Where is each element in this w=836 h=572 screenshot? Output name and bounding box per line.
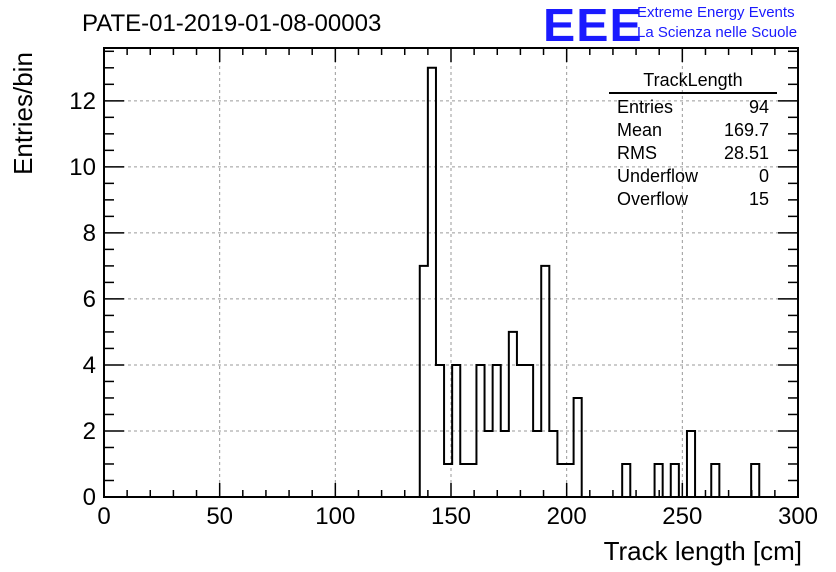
stats-row-rms: RMS 28.51 (609, 142, 777, 165)
x-tick-label: 300 (778, 503, 818, 530)
stats-label: Underflow (617, 166, 699, 186)
stats-label: Overflow (617, 189, 689, 209)
grid-lines (104, 48, 798, 497)
stats-row-underflow: Underflow 0 (609, 165, 777, 188)
x-tick-label: 250 (662, 503, 702, 530)
x-tick-label: 150 (431, 503, 471, 530)
y-tick-label: 0 (83, 484, 96, 511)
stats-value: 0 (758, 166, 769, 186)
logo-line-2: La Scienza nelle Scuole (637, 24, 798, 41)
eee-logo: EEE (543, 0, 643, 51)
y-tick-label: 2 (83, 418, 96, 445)
x-tick-label: 100 (315, 503, 355, 530)
histogram-bin (750, 462, 761, 497)
stats-value: 15 (748, 189, 769, 209)
x-tick-label: 200 (547, 503, 587, 530)
stats-label: Mean (617, 120, 663, 140)
stats-label: RMS (617, 143, 657, 163)
stats-box: TrackLength Entries 94 Mean 169.7 RMS 28… (609, 70, 777, 211)
chart-title: PATE-01-2019-01-08-00003 (82, 10, 382, 37)
stats-row-mean: Mean 169.7 (609, 119, 777, 142)
y-tick-label: 8 (83, 220, 96, 247)
stats-value: 169.7 (723, 120, 769, 140)
histogram-outline (418, 66, 721, 498)
x-tick-label: 0 (97, 503, 110, 530)
stats-value: 28.51 (723, 143, 769, 163)
stats-value: 94 (748, 97, 769, 117)
y-tick-label: 6 (83, 286, 96, 313)
y-tick-label: 4 (83, 352, 96, 379)
stats-row-entries: Entries 94 (609, 96, 777, 119)
x-tick-label: 50 (206, 503, 233, 530)
stats-box-title: TrackLength (609, 70, 777, 94)
axis-ticks (103, 48, 799, 498)
x-axis-label: Track length [cm] (603, 536, 802, 566)
stats-row-overflow: Overflow 15 (609, 188, 777, 211)
stats-label: Entries (617, 97, 674, 117)
y-axis-label: Entries/bin (7, 52, 38, 175)
y-tick-label: 12 (69, 88, 96, 115)
y-tick-label: 10 (69, 154, 96, 181)
logo-line-1: Extreme Energy Events (637, 4, 795, 21)
